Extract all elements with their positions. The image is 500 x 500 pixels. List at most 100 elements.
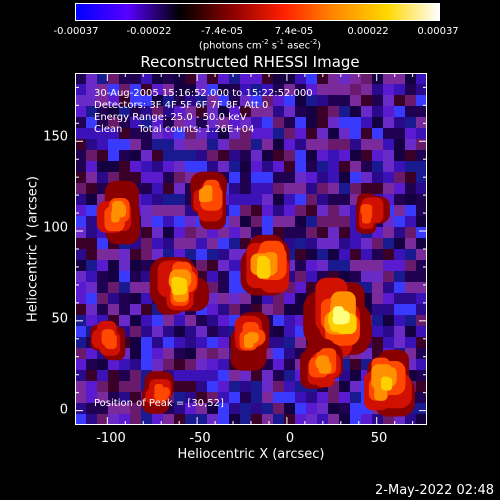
heatmap-cell: [251, 381, 262, 392]
heatmap-cell: [207, 392, 218, 403]
heatmap-cell: [97, 359, 108, 370]
heatmap-cell: [207, 238, 218, 249]
heatmap-cell: [262, 381, 273, 392]
heatmap-cell: [207, 326, 218, 337]
heatmap-cell: [394, 227, 405, 238]
heatmap-cell: [207, 348, 218, 359]
heatmap-cell: [207, 293, 218, 304]
heatmap-cell: [394, 249, 405, 260]
heatmap-cell: [251, 370, 262, 381]
heatmap-cell: [339, 227, 350, 238]
heatmap-cell: [317, 205, 328, 216]
x-tick-label: -50: [189, 431, 211, 446]
heatmap-cell: [383, 216, 394, 227]
heatmap-cell: [361, 183, 372, 194]
heatmap-cell: [262, 161, 273, 172]
heatmap-cell: [339, 194, 350, 205]
heatmap-cell: [108, 381, 119, 392]
heatmap-cell: [394, 139, 405, 150]
heatmap-cell: [273, 183, 284, 194]
heatmap-cell: [295, 117, 306, 128]
heatmap-cell: [196, 414, 207, 425]
heatmap-cell: [350, 271, 361, 282]
heatmap-cell: [350, 260, 361, 271]
heatmap-cell: [119, 359, 130, 370]
heatmap-source-blob: [316, 355, 329, 368]
heatmap-cell: [207, 403, 218, 414]
heatmap-cell: [295, 337, 306, 348]
heatmap-cell: [141, 293, 152, 304]
heatmap-plot: [75, 73, 427, 425]
heatmap-cell: [163, 117, 174, 128]
heatmap-cell: [75, 117, 86, 128]
heatmap-cell: [284, 326, 295, 337]
heatmap-cell: [75, 150, 86, 161]
heatmap-cell: [317, 161, 328, 172]
y-tick-label: 50: [51, 311, 68, 327]
heatmap-cell: [383, 227, 394, 238]
heatmap-cell: [86, 370, 97, 381]
heatmap-cell: [97, 271, 108, 282]
heatmap-cell: [119, 73, 130, 84]
heatmap-cell: [86, 381, 97, 392]
heatmap-cell: [372, 150, 383, 161]
heatmap-cell: [119, 117, 130, 128]
heatmap-cell: [240, 161, 251, 172]
heatmap-cell: [86, 172, 97, 183]
heatmap-cell: [207, 282, 218, 293]
heatmap-cell: [273, 293, 284, 304]
heatmap-cell: [405, 359, 416, 370]
heatmap-cell: [295, 326, 306, 337]
heatmap-cell: [273, 370, 284, 381]
heatmap-cell: [163, 84, 174, 95]
heatmap-cell: [108, 117, 119, 128]
heatmap-cell: [141, 128, 152, 139]
heatmap-cell: [240, 150, 251, 161]
heatmap-cell: [416, 326, 427, 337]
colorbar-tick: -7.4e-05: [201, 26, 243, 37]
heatmap-cell: [196, 84, 207, 95]
heatmap-cell: [295, 260, 306, 271]
heatmap-cell: [108, 414, 119, 425]
heatmap-cell: [262, 183, 273, 194]
heatmap-cell: [372, 227, 383, 238]
heatmap-cell: [152, 84, 163, 95]
heatmap-cell: [416, 403, 427, 414]
heatmap-cell: [361, 139, 372, 150]
heatmap-cell: [350, 117, 361, 128]
heatmap-cell: [394, 106, 405, 117]
heatmap-cell: [372, 337, 383, 348]
heatmap-cell: [185, 359, 196, 370]
heatmap-cell: [339, 403, 350, 414]
heatmap-cell: [295, 139, 306, 150]
heatmap-cell: [86, 315, 97, 326]
heatmap-cell: [361, 128, 372, 139]
heatmap-cell: [339, 359, 350, 370]
heatmap-cell: [218, 370, 229, 381]
heatmap-cell: [361, 238, 372, 249]
heatmap-cell: [262, 84, 273, 95]
heatmap-cell: [273, 403, 284, 414]
heatmap-cell: [262, 117, 273, 128]
heatmap-cell: [75, 205, 86, 216]
heatmap-cell: [383, 139, 394, 150]
heatmap-cell: [174, 414, 185, 425]
heatmap-cell: [185, 249, 196, 260]
heatmap-cell: [86, 205, 97, 216]
heatmap-cell: [284, 370, 295, 381]
heatmap-cell: [97, 282, 108, 293]
heatmap-cell: [394, 161, 405, 172]
heatmap-cell: [306, 128, 317, 139]
heatmap-cell: [229, 381, 240, 392]
heatmap-cell: [273, 205, 284, 216]
heatmap-cell: [416, 205, 427, 216]
heatmap-cell: [141, 205, 152, 216]
heatmap-cell: [372, 293, 383, 304]
heatmap-cell: [119, 161, 130, 172]
heatmap-cell: [207, 337, 218, 348]
heatmap-cell: [240, 194, 251, 205]
heatmap-cell: [141, 161, 152, 172]
heatmap-cell: [405, 183, 416, 194]
heatmap-cell: [317, 106, 328, 117]
heatmap-cell: [350, 172, 361, 183]
